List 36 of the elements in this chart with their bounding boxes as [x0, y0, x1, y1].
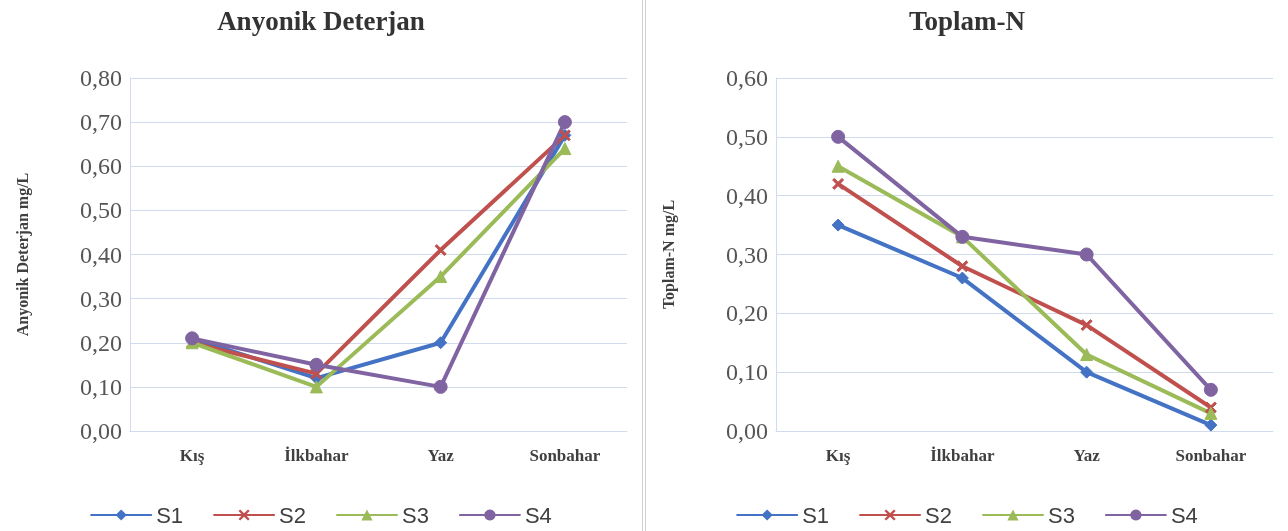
- legend-label: S3: [402, 502, 429, 528]
- legend-label: S2: [925, 502, 953, 528]
- y-tick-label: 0,20: [80, 329, 122, 356]
- legend-label: S2: [279, 502, 307, 528]
- y-tick-label: 0,40: [726, 182, 768, 209]
- legend-label: S4: [524, 502, 552, 528]
- x-tick-label: Sonbahar: [1175, 446, 1247, 465]
- x-tick-label: Yaz: [427, 446, 455, 465]
- y-tick-label: 0,30: [80, 285, 122, 312]
- y-tick-label: 0,50: [80, 197, 122, 224]
- x-tick-label: Kış: [825, 446, 851, 465]
- y-axis-title: Toplam-N mg/L: [659, 199, 678, 310]
- x-tick-label: Sonbahar: [529, 446, 601, 465]
- x-tick-label: İlkbahar: [284, 446, 349, 465]
- y-tick-label: 0,60: [726, 65, 768, 91]
- y-tick-label: 0,50: [726, 123, 768, 150]
- chart-title: Toplam-N: [908, 5, 1026, 36]
- legend-label: S3: [1048, 502, 1075, 528]
- y-tick-label: 0,80: [80, 65, 122, 91]
- y-tick-label: 0,30: [726, 241, 768, 268]
- y-tick-label: 0,20: [726, 300, 768, 327]
- legend-label: S1: [802, 502, 830, 528]
- x-tick-label: Kış: [179, 446, 205, 465]
- chart-title: Anyonik Deterjan: [217, 5, 425, 36]
- y-tick-label: 0,00: [726, 418, 768, 444]
- y-tick-label: 0,00: [80, 418, 122, 444]
- y-tick-label: 0,70: [80, 109, 122, 136]
- y-axis-title: Anyonik Deterjan mg/L: [13, 172, 32, 337]
- y-tick-label: 0,40: [80, 241, 122, 268]
- y-tick-label: 0,10: [726, 359, 768, 386]
- legend-label: S1: [156, 502, 184, 528]
- y-tick-label: 0,10: [80, 373, 122, 400]
- y-tick-label: 0,60: [80, 153, 122, 180]
- x-tick-label: Yaz: [1073, 446, 1101, 465]
- legend-label: S4: [1170, 502, 1198, 528]
- x-tick-label: İlkbahar: [930, 446, 995, 465]
